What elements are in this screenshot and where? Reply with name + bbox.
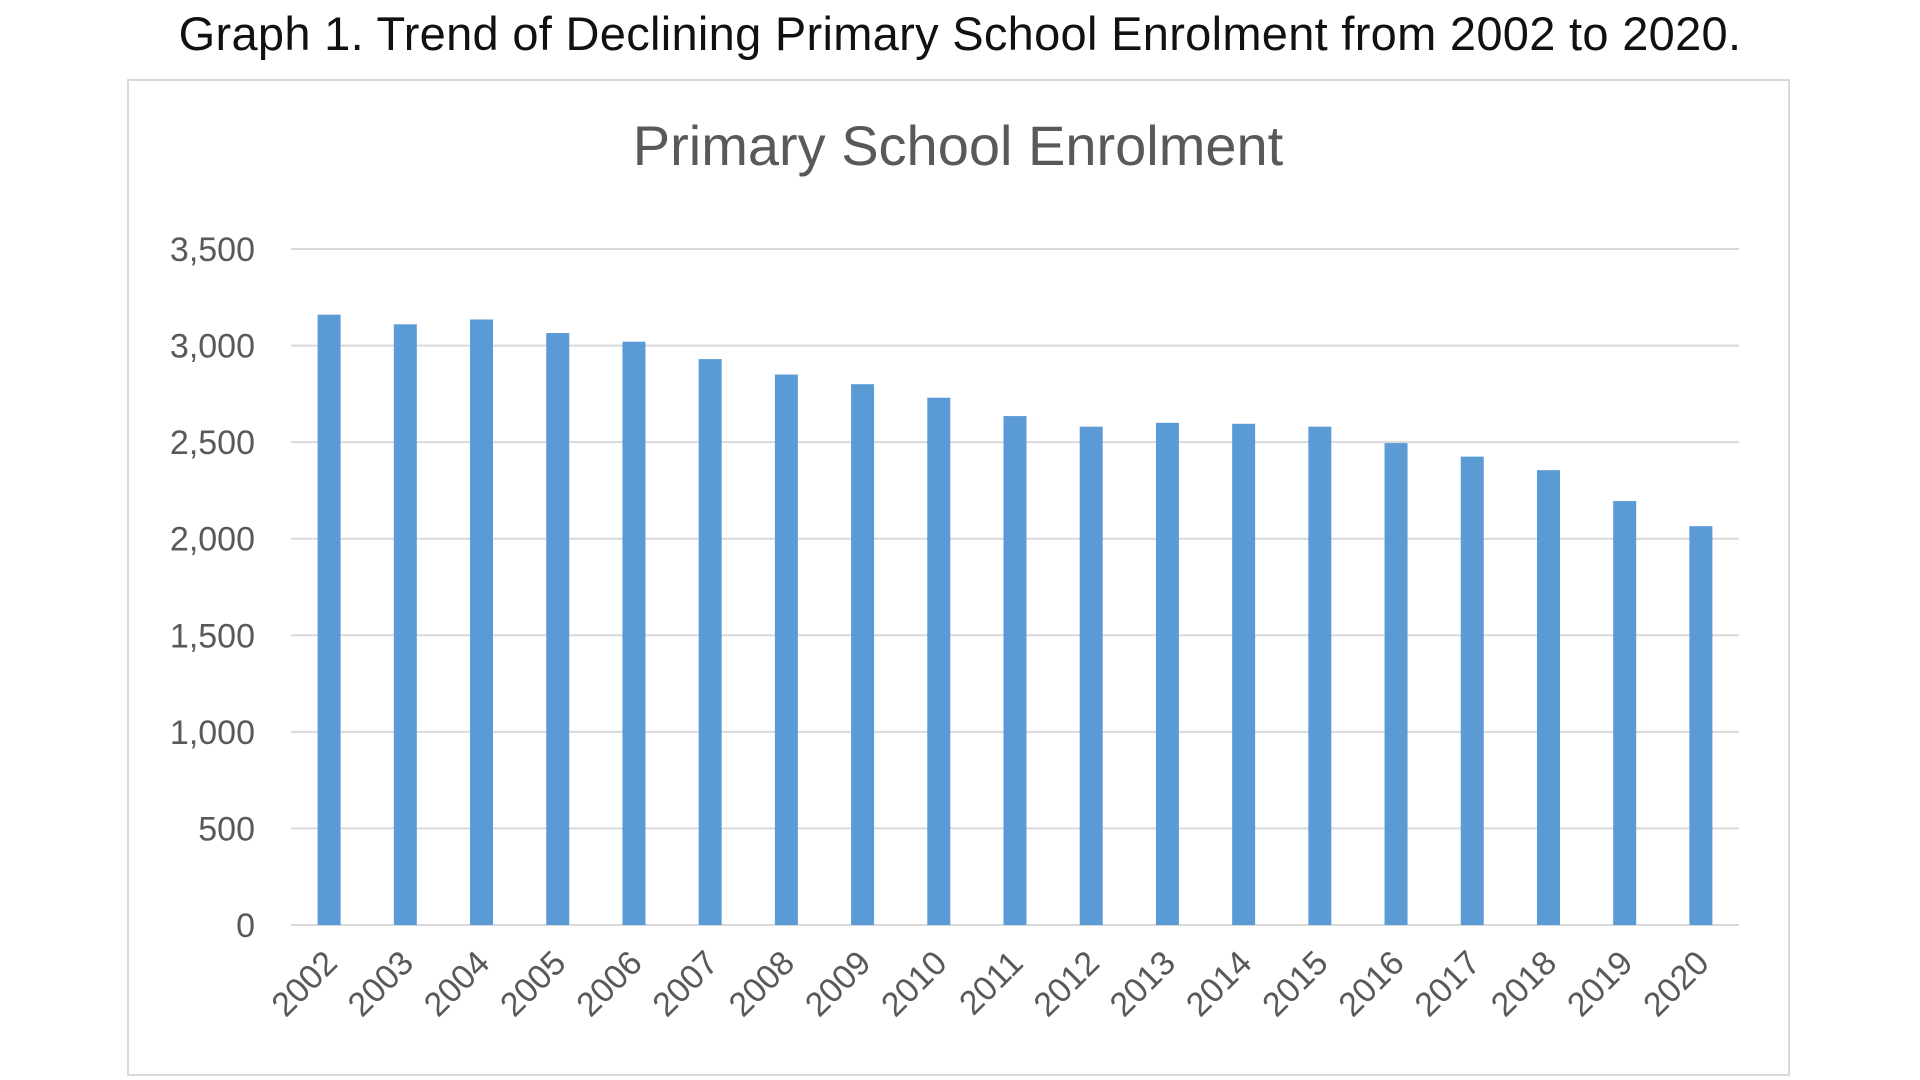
x-tick-label: 2012 bbox=[1027, 944, 1107, 1024]
bar-2005 bbox=[546, 333, 570, 925]
x-tick-label: 2017 bbox=[1408, 944, 1488, 1024]
bar-2017 bbox=[1460, 456, 1484, 925]
x-tick-label: 2007 bbox=[645, 944, 725, 1024]
x-tick-label: 2009 bbox=[798, 944, 878, 1024]
y-tick-label: 0 bbox=[236, 907, 255, 945]
bar-2012 bbox=[1079, 426, 1103, 925]
y-tick-label: 1,500 bbox=[170, 617, 255, 655]
x-axis-tick-labels: 2002200320042005200620072008200920102011… bbox=[264, 944, 1716, 1024]
bar-2016 bbox=[1384, 443, 1408, 925]
x-tick-label: 2010 bbox=[874, 944, 954, 1024]
x-tick-label: 2019 bbox=[1560, 944, 1640, 1024]
x-tick-label: 2005 bbox=[493, 944, 573, 1024]
bar-2015 bbox=[1308, 426, 1332, 925]
y-axis-tick-labels: 0 500 1,000 1,500 2,000 2,500 3,000 3,500 bbox=[170, 231, 255, 945]
y-tick-label: 3,500 bbox=[170, 231, 255, 269]
bar-2010 bbox=[927, 397, 951, 926]
bar-2020 bbox=[1689, 526, 1713, 925]
bar-2003 bbox=[393, 324, 417, 926]
graph-caption: Graph 1. Trend of Declining Primary Scho… bbox=[178, 7, 1742, 60]
x-tick-label: 2013 bbox=[1103, 944, 1183, 1024]
bar-2009 bbox=[851, 384, 875, 925]
bar-2011 bbox=[1003, 416, 1027, 925]
bar-2013 bbox=[1155, 422, 1179, 925]
bar-2007 bbox=[698, 359, 722, 925]
bar-chart: Primary School Enrolment 0 500 1,000 1,500 2… bbox=[170, 114, 1739, 1024]
x-tick-label: 2011 bbox=[952, 944, 1031, 1023]
x-tick-label: 2003 bbox=[341, 944, 421, 1024]
x-tick-label: 2016 bbox=[1331, 944, 1411, 1024]
x-tick-label: 2015 bbox=[1255, 944, 1335, 1024]
bar-2002 bbox=[317, 314, 341, 925]
bar-2008 bbox=[774, 374, 798, 925]
bar-2014 bbox=[1232, 423, 1256, 925]
x-tick-label: 2018 bbox=[1484, 944, 1564, 1024]
y-tick-label: 2,500 bbox=[170, 424, 255, 462]
y-tick-label: 500 bbox=[198, 810, 255, 848]
bar-2018 bbox=[1536, 470, 1560, 925]
y-tick-label: 1,000 bbox=[170, 714, 255, 752]
x-tick-label: 2002 bbox=[264, 944, 344, 1024]
x-tick-label: 2020 bbox=[1636, 944, 1716, 1024]
y-tick-label: 3,000 bbox=[170, 328, 255, 366]
chart-title: Primary School Enrolment bbox=[633, 114, 1284, 177]
x-tick-label: 2014 bbox=[1179, 944, 1259, 1024]
y-tick-label: 2,000 bbox=[170, 521, 255, 559]
bar-2006 bbox=[622, 341, 646, 925]
bar-2004 bbox=[470, 319, 494, 925]
chart-area: Primary School Enrolment 0 500 1,000 1,500 2… bbox=[127, 79, 1790, 1076]
bars bbox=[317, 314, 1713, 926]
x-tick-label: 2008 bbox=[722, 944, 802, 1024]
bar-2019 bbox=[1613, 501, 1637, 925]
x-tick-label: 2006 bbox=[569, 944, 649, 1024]
x-tick-label: 2004 bbox=[417, 944, 497, 1024]
